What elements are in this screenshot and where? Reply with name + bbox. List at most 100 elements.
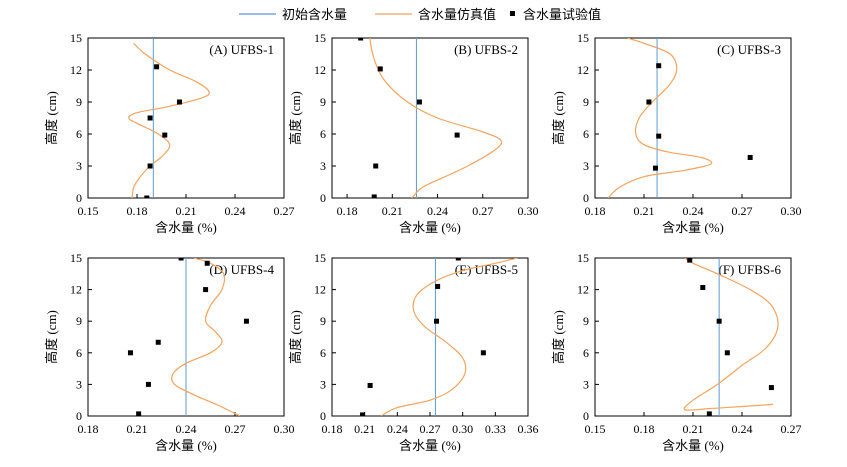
panel-title: (F) UFBS-6 [719,262,782,277]
y-tick-label: 15 [70,251,82,265]
x-tick-label: 0.27 [420,422,441,436]
x-tick-label: 0.24 [683,204,704,218]
experimental-point [646,99,652,105]
y-tick-label: 6 [583,127,589,141]
chart-panel: 0.18 0.21 0.24 0.27 0.30 0 3 6 9 12 15 含水量 (%) 高度 (c… [44,251,295,453]
legend-experimental-marker [510,11,515,16]
y-tick-label: 15 [577,251,589,265]
panel-title: (E) UFBS-5 [455,262,518,277]
plot-frame [594,37,792,199]
experimental-point [147,115,153,121]
y-tick-label: 6 [76,346,82,360]
y-tick-label: 6 [76,127,82,141]
x-axis-title: 含水量 (%) [662,438,724,453]
x-tick-label: 0.18 [585,204,606,218]
experimental-point [455,258,461,261]
x-tick-label: 0.30 [274,422,295,436]
y-tick-label: 0 [583,191,589,205]
experimental-point [416,99,422,105]
plot-area [359,258,518,416]
experimental-point [700,284,706,290]
x-axis-title: 含水量 (%) [399,220,461,235]
experimental-point [204,260,210,266]
x-tick-label: 0.24 [427,204,448,218]
experimental-point [243,318,249,324]
chart-panel: 0.18 0.21 0.24 0.27 0.30 0.33 0.36 0 3 6 9 12 15 含水量 … [288,251,539,453]
y-axis-title: 高度 (cm) [551,310,566,364]
x-tick-label: 0.30 [518,204,539,218]
experimental-point [136,411,142,416]
experimental-point [454,132,460,138]
experimental-point [373,163,379,169]
experimental-point [127,350,133,356]
experimental-point [178,258,184,261]
y-tick-label: 3 [583,159,589,173]
x-tick-label: 0.30 [452,422,473,436]
experimental-point [371,194,377,198]
chart-panel: 0.18 0.21 0.24 0.27 0.30 0 3 6 9 12 15 含水量 (%) 高度 (c… [288,31,539,235]
panel-title: (A) UFBS-1 [209,42,274,57]
simulated-curve [380,258,518,416]
y-tick-label: 3 [320,159,326,173]
experimental-point [480,350,486,356]
legend-initial-label: 初始含水量 [282,7,347,23]
y-tick-label: 12 [577,63,589,77]
y-axis-title: 高度 (cm) [288,91,303,145]
x-tick-label: 0.33 [485,422,506,436]
panel-title: (B) UFBS-2 [454,42,518,57]
y-tick-label: 9 [320,95,326,109]
y-tick-label: 9 [583,314,589,328]
x-tick-label: 0.21 [382,204,403,218]
chart-panels: 0.15 0.18 0.21 0.24 0.27 0 3 6 9 12 15 含水量 (%) 高度 (c… [44,31,802,453]
y-tick-label: 12 [314,283,326,297]
x-tick-label: 0.18 [337,204,358,218]
x-tick-label: 0.24 [732,422,753,436]
experimental-point [144,195,150,198]
x-tick-label: 0.30 [781,204,802,218]
experimental-point [145,381,151,387]
experimental-point [176,99,182,105]
y-tick-label: 0 [76,191,82,205]
y-axis-title: 高度 (cm) [288,310,303,364]
experimental-point [687,258,693,263]
legend-experimental-label: 含水量试验值 [523,7,601,23]
y-tick-label: 0 [320,409,326,423]
x-tick-label: 0.21 [634,204,655,218]
x-axis-title: 含水量 (%) [662,220,724,235]
x-tick-label: 0.18 [322,422,343,436]
experimental-point [377,66,383,72]
x-tick-label: 0.18 [634,422,655,436]
x-tick-label: 0.15 [78,204,99,218]
x-axis-title: 含水量 (%) [399,438,461,453]
y-tick-label: 15 [314,31,326,45]
experimental-point [147,163,153,169]
experimental-point [434,318,440,324]
experimental-point [359,412,365,416]
experimental-point [768,385,774,391]
x-tick-label: 0.18 [127,204,148,218]
x-tick-label: 0.15 [585,422,606,436]
plot-area [127,258,249,416]
x-tick-label: 0.27 [732,204,753,218]
y-tick-label: 15 [314,251,326,265]
panel-title: (C) UFBS-3 [717,42,781,57]
simulated-curve [369,38,503,198]
panel-title: (D) UFBS-4 [209,262,274,277]
legend: 初始含水量 含水量仿真值 含水量试验值 [239,7,601,23]
experimental-point [656,133,662,139]
chart-panel: 0.15 0.18 0.21 0.24 0.27 0 3 6 9 12 15 含水量 (%) 高度 (c… [44,31,295,235]
plot-area [607,38,753,198]
y-tick-label: 12 [577,283,589,297]
x-tick-label: 0.21 [176,204,197,218]
x-tick-label: 0.21 [683,422,704,436]
y-tick-label: 3 [76,159,82,173]
y-tick-label: 9 [76,314,82,328]
y-tick-label: 12 [70,63,82,77]
experimental-point [155,339,161,345]
x-tick-label: 0.36 [518,422,539,436]
y-axis-title: 高度 (cm) [551,91,566,145]
legend-simulated-label: 含水量仿真值 [418,7,496,23]
chart-panel: 0.15 0.18 0.21 0.24 0.27 0 3 6 9 12 15 含水量 (%) 高度 (c… [551,251,802,453]
simulated-curve [128,42,210,198]
x-tick-label: 0.27 [274,204,295,218]
